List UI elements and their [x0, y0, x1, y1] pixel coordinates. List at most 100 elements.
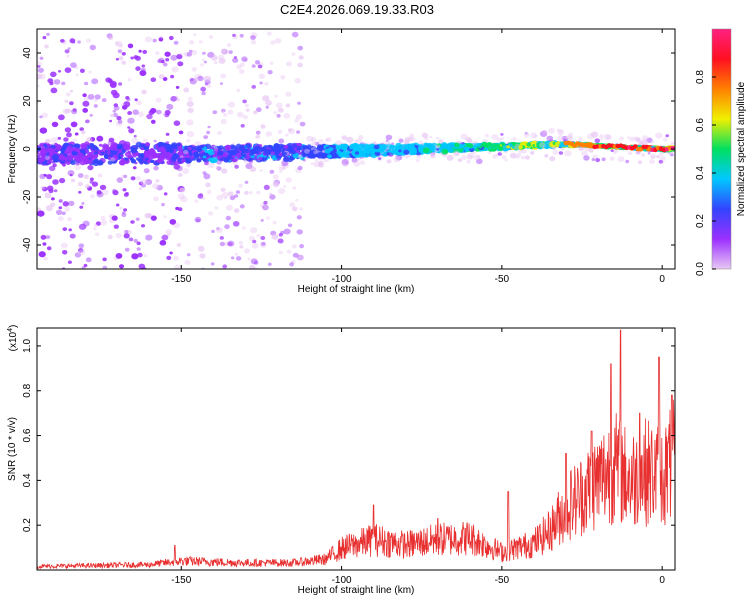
spectrogram-cell	[44, 192, 52, 199]
spectrogram-cell	[138, 181, 144, 186]
spectrogram-cell	[288, 128, 296, 135]
spectrogram-cell	[90, 194, 95, 199]
spectrogram-cell	[530, 151, 535, 155]
spectrogram-cell	[69, 233, 76, 239]
spectrogram-cell	[119, 206, 123, 210]
spectrogram-cell	[83, 96, 89, 101]
spectrogram-cell	[179, 52, 183, 56]
spectrogram-cell	[260, 236, 266, 240]
spectrogram-cell	[177, 61, 184, 67]
spectrogram-cell	[275, 144, 281, 148]
spectrogram-cell	[87, 94, 95, 100]
colorbar-tick-label: 0.0	[695, 262, 706, 276]
spectrogram-cell	[282, 162, 289, 169]
spectrogram-cell	[122, 105, 128, 110]
spectrogram-cell	[617, 156, 625, 163]
spectrogram-cell	[274, 148, 281, 155]
spectrogram-cell	[77, 40, 81, 44]
spectrogram-cell	[101, 189, 109, 196]
spectrogram-cell	[207, 125, 211, 129]
spectrogram-cell	[48, 152, 54, 157]
snr-series-line	[37, 329, 675, 570]
spectrogram-cell	[398, 145, 403, 150]
spectrogram-cell	[177, 185, 185, 193]
spectrogram-cell	[278, 138, 285, 144]
spectrogram-cell	[239, 245, 244, 249]
spectrogram-cell	[79, 68, 85, 74]
spectrogram-cell	[189, 77, 194, 82]
spectrogram-cell	[257, 64, 263, 69]
spectrogram-cell	[41, 186, 48, 192]
spectrogram-cell	[635, 150, 641, 155]
spectrogram-cell	[231, 256, 235, 260]
spectrogram-cell	[83, 263, 88, 268]
spectrogram-cell	[286, 249, 292, 254]
spectrogram-cell	[238, 241, 243, 245]
spectrogram-cell	[93, 223, 98, 227]
spectrogram-cell	[75, 161, 80, 166]
spectrogram-cell	[368, 149, 373, 153]
spectrogram-cell	[285, 91, 292, 97]
spectrogram-cell	[549, 156, 556, 162]
spectrogram-cell	[271, 233, 279, 240]
spectrogram-cell	[404, 137, 411, 143]
spectrogram-cell	[85, 257, 92, 263]
spectrogram-cell	[601, 157, 606, 162]
spectrogram-cell	[114, 40, 123, 47]
spectrogram-cell	[339, 143, 347, 150]
spectrogram-cell	[658, 151, 664, 156]
spectrogram-cell	[186, 163, 191, 168]
spectrogram-cell	[95, 232, 100, 237]
spectrogram-cell	[253, 260, 259, 265]
spectrogram-cell	[144, 213, 151, 219]
x-tick-label: -100	[332, 575, 352, 586]
spectrogram-cell	[487, 151, 492, 155]
spectrogram-cell	[64, 108, 71, 114]
spectrogram-cell	[157, 141, 165, 149]
spectrogram-cell	[245, 143, 251, 149]
spectrogram-cell	[263, 184, 270, 190]
spectrogram-cell	[249, 166, 257, 172]
spectrogram-cell	[235, 190, 241, 194]
spectrogram-cell	[94, 94, 101, 100]
spectrogram-cell	[82, 100, 90, 107]
spectrogram-cell	[265, 105, 269, 109]
spectrogram-cell	[109, 153, 114, 157]
spectrogram-cell	[46, 160, 52, 165]
spectrogram-cell	[80, 130, 86, 135]
spectrogram-cell	[318, 162, 323, 167]
spectrogram-cell	[50, 71, 57, 78]
spectrogram-cell	[440, 142, 448, 149]
spectrogram-cell	[45, 138, 51, 144]
spectrogram-cell	[86, 137, 93, 143]
spectrogram-cell	[163, 215, 167, 219]
spectrogram-cell	[131, 253, 139, 260]
spectrogram-cell	[150, 215, 157, 221]
spectrogram-cell	[250, 32, 258, 39]
spectrogram-cell	[270, 230, 277, 236]
spectrogram-cell	[53, 79, 61, 85]
spectrogram-cell	[311, 150, 315, 154]
spectrogram-cell	[297, 101, 301, 105]
spectrogram-cell	[218, 150, 222, 154]
spectrogram-cell	[254, 60, 261, 65]
spectrogram-cell	[43, 256, 48, 261]
spectrogram-cell	[210, 262, 215, 266]
spectrogram-cell	[448, 142, 456, 149]
spectrogram-cell	[117, 49, 123, 54]
spectrogram-cell	[207, 84, 212, 88]
spectrogram-cell	[139, 187, 142, 190]
spectrogram-cell	[77, 173, 84, 178]
spectrogram-cell	[164, 143, 172, 150]
spectrogram-cell	[158, 74, 165, 79]
spectrogram-cell	[280, 75, 286, 80]
spectrogram-cell	[249, 264, 256, 269]
spectrogram-cell	[205, 182, 211, 188]
spectrogram-cell	[296, 145, 302, 151]
spectrogram-cell	[219, 82, 224, 85]
spectrogram-cell	[260, 203, 266, 208]
spectrogram-cell	[186, 101, 194, 107]
spectrogram-cell	[641, 139, 648, 145]
spectrogram-cell	[662, 137, 668, 142]
spectrogram-cell	[118, 43, 124, 48]
